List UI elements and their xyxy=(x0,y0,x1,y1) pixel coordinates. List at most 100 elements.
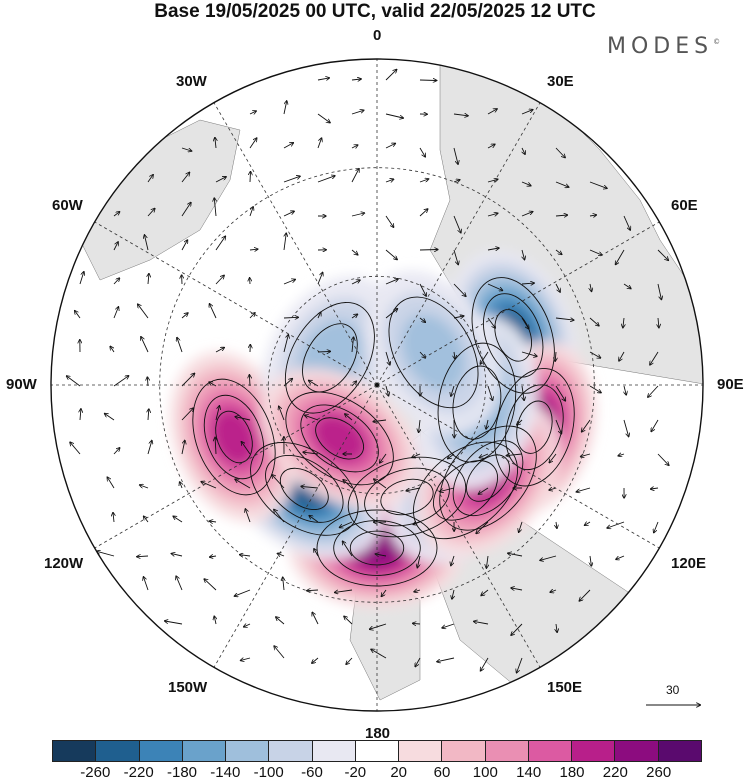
wind-vector xyxy=(272,475,285,489)
wind-vector xyxy=(148,409,149,421)
wind-vector xyxy=(419,179,428,183)
contour-high-southeast-0 xyxy=(494,367,575,487)
wind-vector xyxy=(343,541,353,557)
longitude-label-0: 0 xyxy=(373,27,382,44)
wind-vector xyxy=(619,351,625,361)
wind-vector xyxy=(454,351,455,359)
meridian-240 xyxy=(94,384,378,549)
wind-vector xyxy=(480,453,489,458)
wind-vector xyxy=(521,212,533,217)
wind-vector xyxy=(373,420,387,422)
brand-copyright-mark: © xyxy=(713,38,721,46)
colorbar-swatch-7 xyxy=(355,741,400,761)
wind-vector xyxy=(180,482,182,489)
wind-vector xyxy=(283,143,293,149)
contour-low-south-0 xyxy=(413,441,518,540)
wind-vector xyxy=(144,577,149,591)
wind-vector xyxy=(181,173,189,183)
wind-vector xyxy=(371,649,387,659)
wind-vector xyxy=(374,479,387,489)
reference-vector-label: 30 xyxy=(666,683,680,697)
wind-vector xyxy=(589,215,596,216)
contour-low-east-0 xyxy=(471,277,555,394)
wind-vector xyxy=(453,249,458,264)
wind-vector xyxy=(623,215,630,230)
wind-vector xyxy=(235,417,251,421)
longitude-label-90e: 90E xyxy=(717,376,744,393)
colorbar-tick-label: 140 xyxy=(516,764,542,781)
meridian-60 xyxy=(376,221,660,386)
lat-lon-grid xyxy=(51,59,703,711)
wind-vector xyxy=(284,233,286,251)
wind-vector xyxy=(317,113,330,123)
wind-vector xyxy=(70,442,81,455)
wind-vector xyxy=(453,114,468,116)
wind-vector xyxy=(440,487,455,492)
wind-vector xyxy=(235,589,251,596)
wind-vector xyxy=(415,657,421,666)
contour-low-north-pacific-2 xyxy=(380,478,434,516)
wind-vector xyxy=(419,209,428,217)
wind-vector xyxy=(453,180,460,182)
contour-low-west-0 xyxy=(437,342,517,463)
contour-high-northwest-2 xyxy=(315,417,364,460)
wind-vector xyxy=(549,453,557,463)
meridian-210 xyxy=(213,384,378,668)
wind-vector xyxy=(651,419,659,431)
wind-vector xyxy=(474,621,489,625)
wind-vector xyxy=(585,522,591,525)
wind-vector xyxy=(165,621,183,625)
wind-vector xyxy=(317,78,329,80)
wind-vector xyxy=(137,556,149,557)
wind-vector xyxy=(508,553,523,557)
wind-vector xyxy=(204,579,217,591)
meridian-330 xyxy=(213,102,378,386)
wind-vector xyxy=(487,213,498,216)
colorbar-swatch-5 xyxy=(269,741,313,761)
wind-vector xyxy=(75,311,81,319)
longitude-label-120w: 120W xyxy=(44,555,84,572)
wind-vector xyxy=(412,453,421,457)
wind-vector xyxy=(521,110,533,115)
wind-vector xyxy=(309,516,319,523)
wind-vector xyxy=(657,453,669,465)
wind-vector xyxy=(385,249,397,259)
pole-marker xyxy=(375,383,379,387)
wind-vector xyxy=(555,419,561,434)
wind-vector xyxy=(590,555,591,566)
wind-vector xyxy=(487,248,499,250)
wind-vector xyxy=(577,487,591,492)
wind-vector xyxy=(616,555,625,559)
colorbar-tick-label: 20 xyxy=(390,764,408,781)
wind-vector xyxy=(385,70,397,81)
wind-vector xyxy=(351,169,359,183)
wind-vector xyxy=(517,657,523,673)
wind-vector xyxy=(235,479,251,489)
wind-vector xyxy=(314,549,319,557)
wind-vector xyxy=(215,406,219,421)
colorbar-swatch-13 xyxy=(615,741,659,761)
wind-vector xyxy=(215,438,216,455)
wind-vector xyxy=(419,80,436,81)
colorbar-swatch-9 xyxy=(442,741,486,761)
wind-vector xyxy=(181,203,191,217)
contour-low-scandinavia-1 xyxy=(265,454,344,523)
contour-high-southwest-2 xyxy=(466,454,510,502)
wind-vector xyxy=(215,276,224,285)
wind-vector xyxy=(351,280,360,285)
anomaly-high-siberia-level-4 xyxy=(212,408,256,466)
wind-vector xyxy=(521,283,534,284)
wind-vector xyxy=(623,419,629,436)
contour-low-south-1 xyxy=(433,460,498,521)
longitude-label-30e: 30E xyxy=(547,73,574,90)
longitude-label-150w: 150W xyxy=(168,679,208,696)
wind-vector xyxy=(181,408,193,421)
wind-vector xyxy=(113,242,118,251)
wind-vector xyxy=(283,577,284,591)
wind-vector xyxy=(317,351,330,352)
wind-vector xyxy=(283,317,298,318)
wind-vector xyxy=(110,347,115,353)
wind-vector xyxy=(145,235,149,251)
wind-vector xyxy=(345,414,353,421)
wind-vector xyxy=(346,657,353,664)
